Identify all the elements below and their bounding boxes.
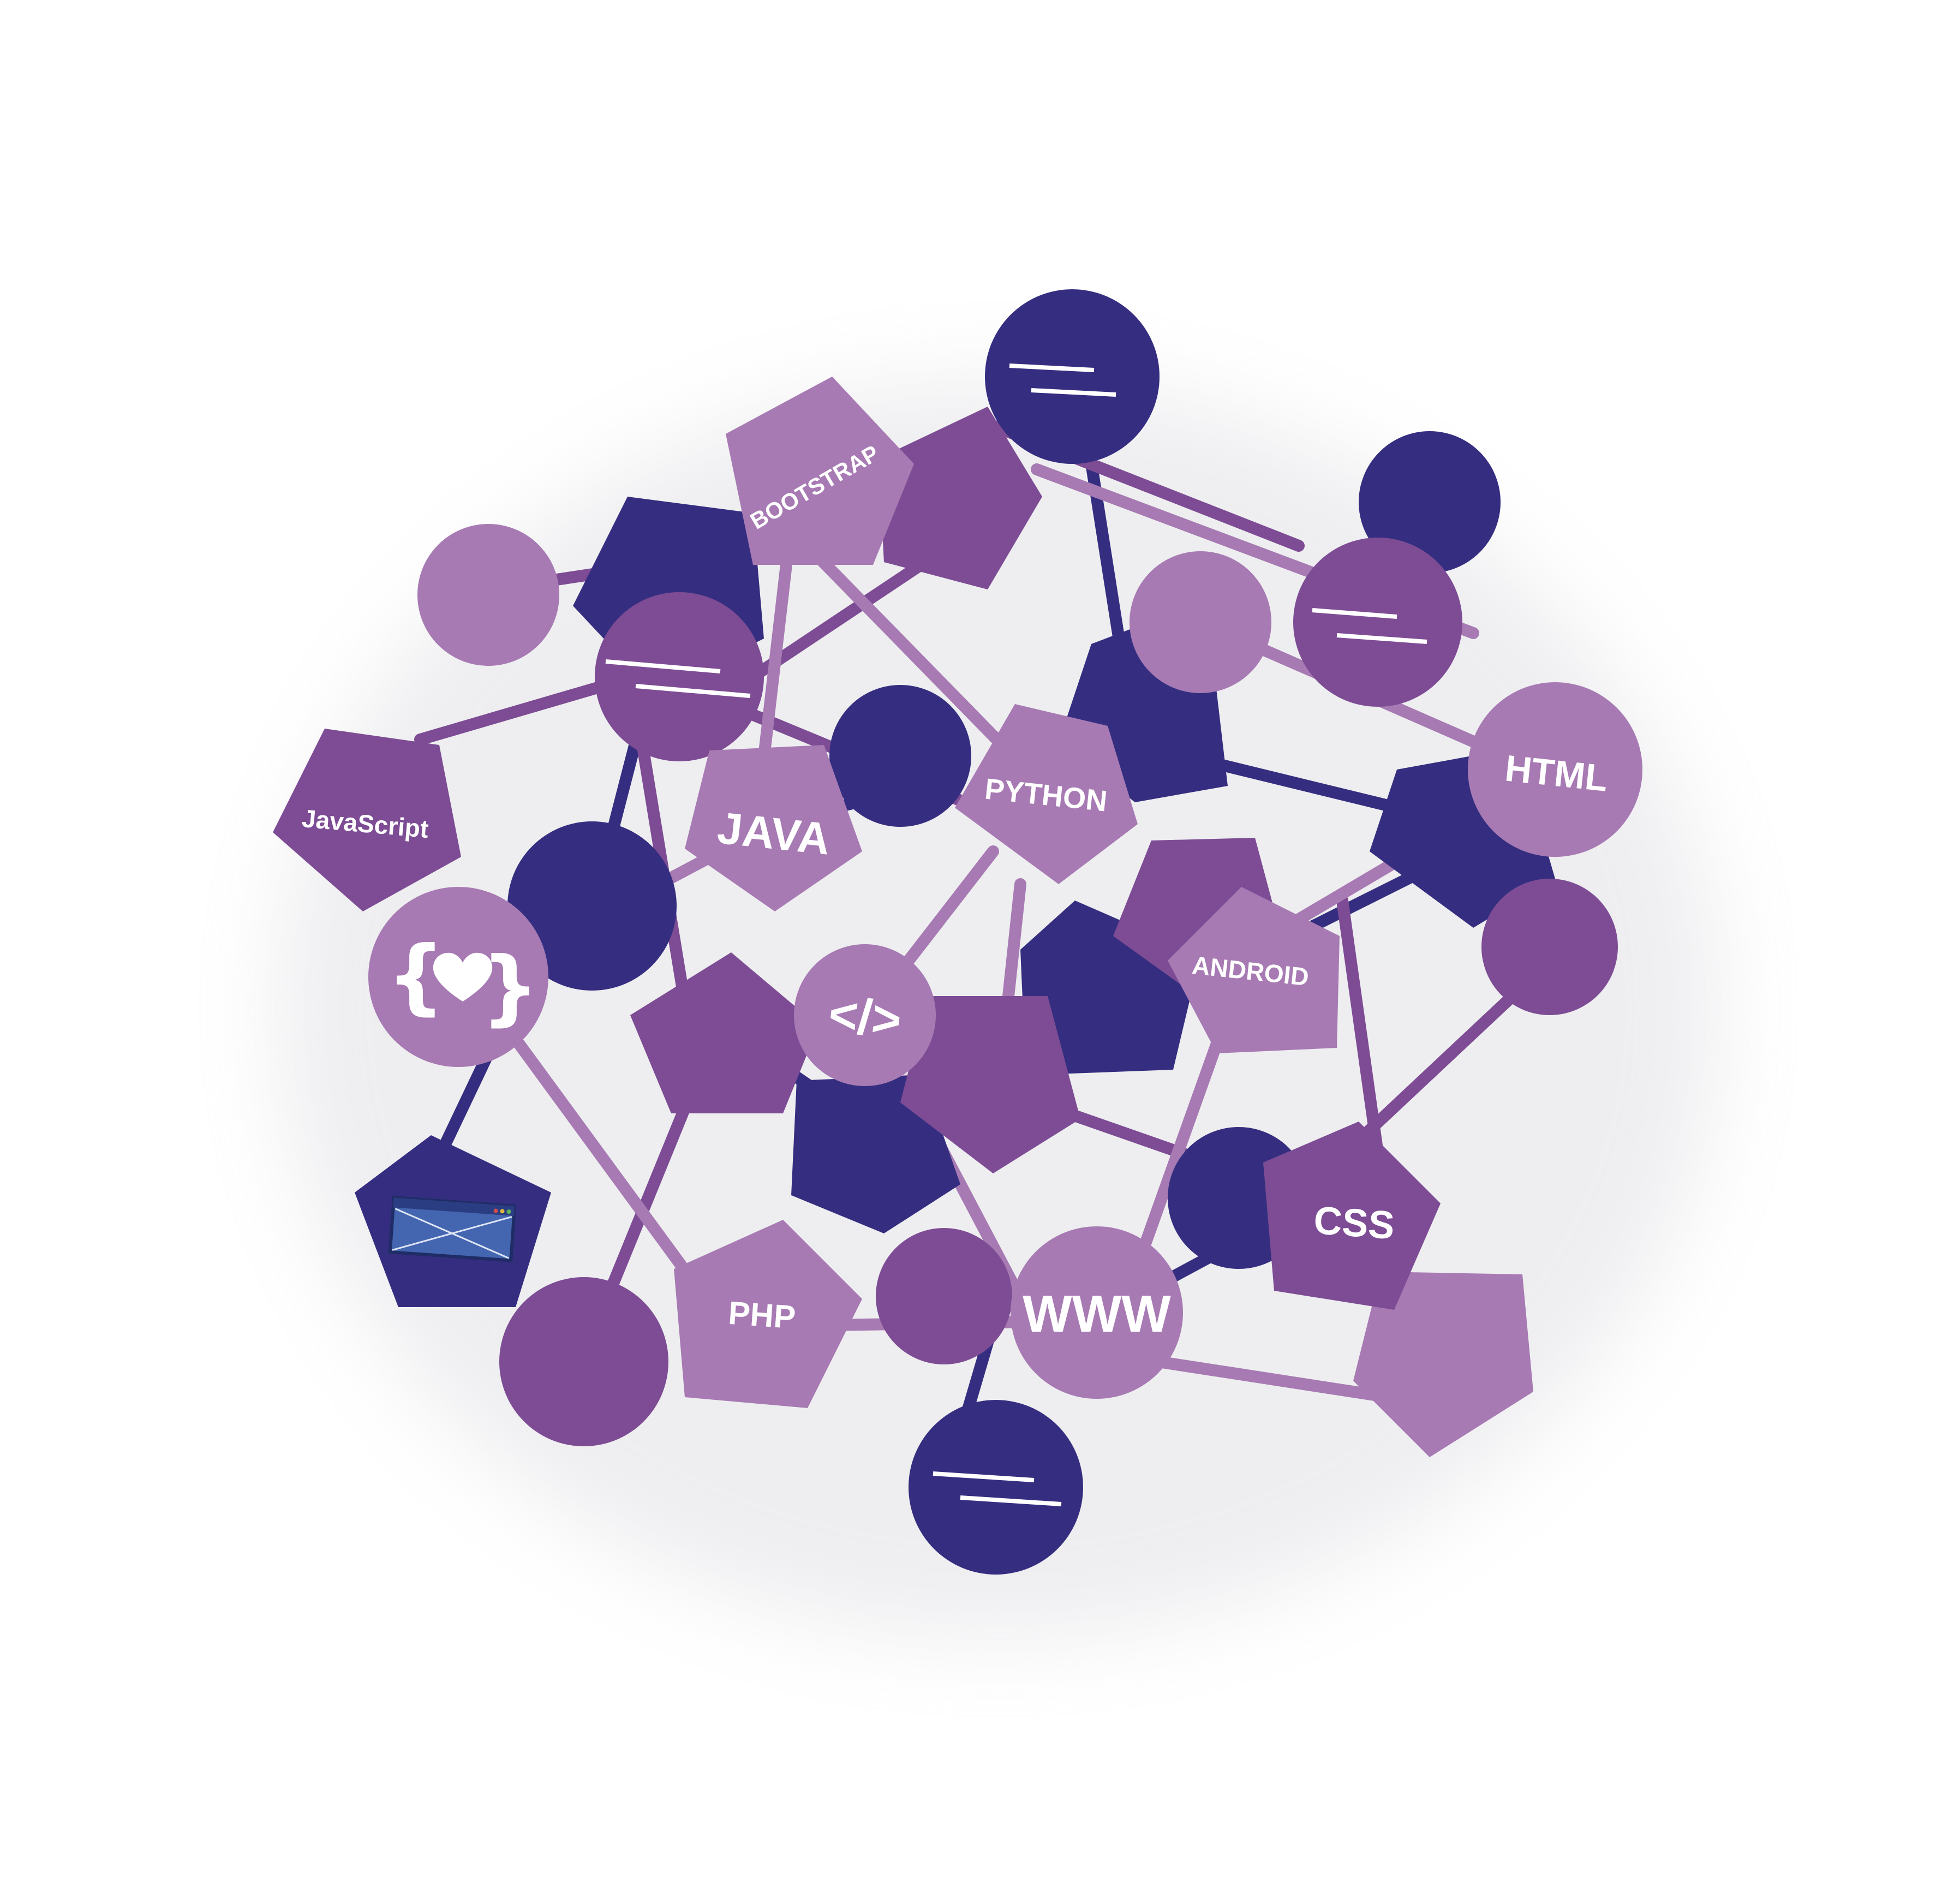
svg-text:{: { <box>387 929 445 1024</box>
text-lines-icon <box>1312 608 1427 644</box>
plum-pentagon <box>630 952 818 1113</box>
css-label: CSS <box>1312 1199 1396 1248</box>
www-label: WWW <box>1023 1285 1171 1343</box>
navy-text-circle <box>909 1400 1083 1575</box>
lilac-pentagon <box>1353 1272 1533 1457</box>
text-lines-icon <box>933 1471 1062 1506</box>
lilac-circle <box>1130 551 1271 693</box>
bootstrap-pentagon <box>726 377 914 565</box>
css-pentagon <box>1263 1122 1441 1310</box>
browser-window-icon <box>388 1196 517 1262</box>
navy-circle <box>829 685 971 827</box>
navy-text-circle <box>985 289 1160 464</box>
text-lines-icon <box>605 659 751 698</box>
plum-circle <box>499 1277 668 1446</box>
plum-shapes <box>273 407 1618 1446</box>
python-pentagon <box>955 704 1138 884</box>
java-label: JAVA <box>715 803 832 864</box>
plum-text-circle <box>595 592 764 761</box>
plum-text-circle <box>1293 538 1462 707</box>
svg-text:}: } <box>481 940 540 1035</box>
navy-circle <box>1359 431 1501 573</box>
php-pentagon <box>674 1220 862 1408</box>
java-pentagon <box>685 745 862 911</box>
navy-circle <box>507 821 677 991</box>
text-lines-icon <box>1009 363 1116 397</box>
plum-pentagon <box>900 996 1080 1173</box>
www-circle <box>1011 1226 1183 1399</box>
code-tag-circle <box>794 944 936 1086</box>
code-tag-label: </> <box>826 986 904 1048</box>
lilac-circle <box>417 524 559 666</box>
plum-pentagon <box>879 407 1042 589</box>
plum-circle <box>876 1228 1012 1364</box>
html-circle <box>1468 682 1642 857</box>
android-pentagon <box>1168 887 1340 1053</box>
javascript-pentagon <box>273 729 461 911</box>
plum-circle <box>1481 879 1618 1015</box>
braces-heart-icon: { } <box>387 929 540 1035</box>
lilac-shapes <box>417 524 1533 1457</box>
php-label: PHP <box>727 1295 797 1335</box>
